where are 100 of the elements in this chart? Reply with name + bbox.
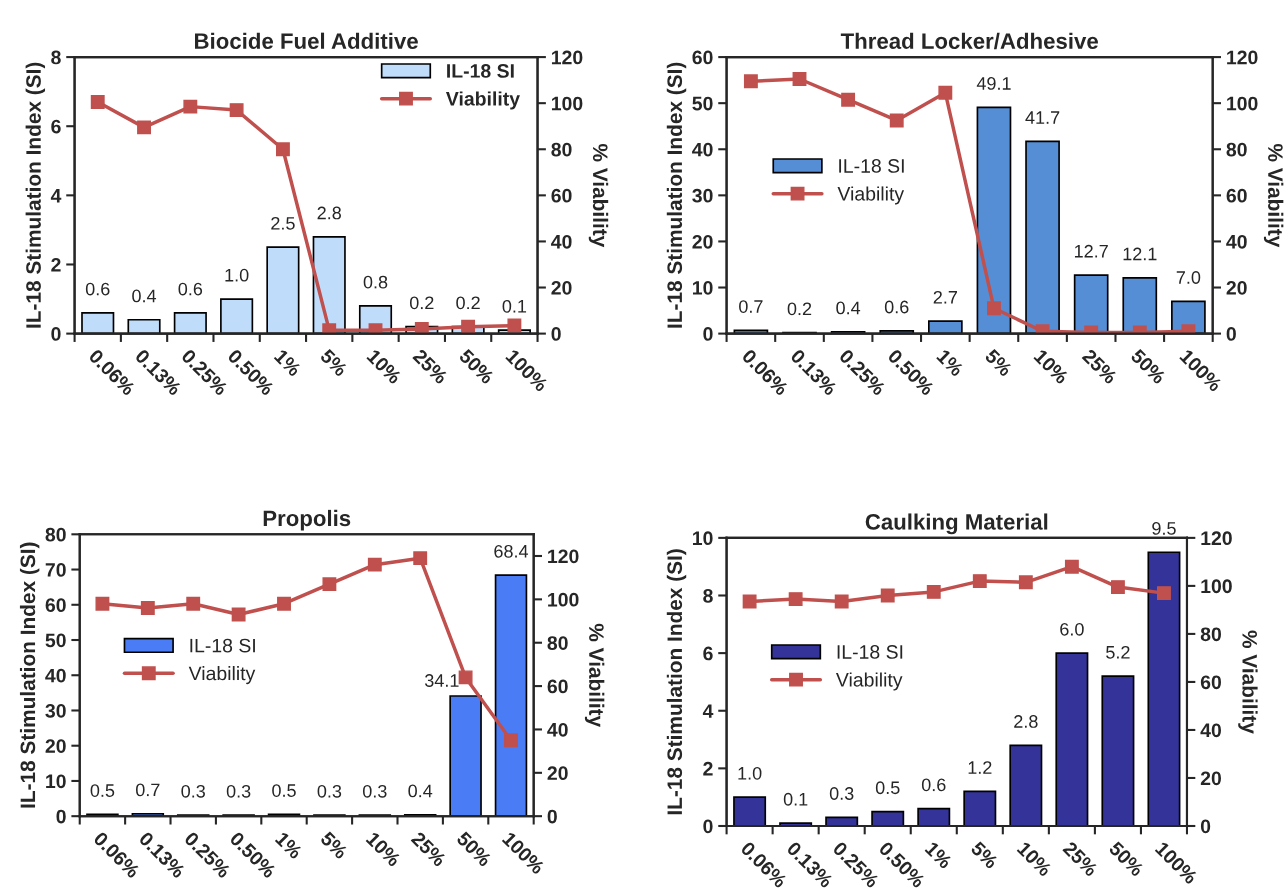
data-label: 2.5 <box>271 216 295 230</box>
y2-tick-label: 120 <box>1227 50 1258 65</box>
y2-tick-label: 40 <box>551 234 572 249</box>
data-label: 0.2 <box>456 296 480 310</box>
data-label: 12.1 <box>1123 247 1157 261</box>
legend-label: IL-18 SI <box>837 645 903 659</box>
data-label: 68.4 <box>494 544 529 558</box>
legend-label: Viability <box>445 91 520 110</box>
y-tick-label: 6 <box>51 119 61 134</box>
x-tick-label: 10% <box>1016 841 1053 878</box>
data-label: 0.4 <box>408 784 433 798</box>
data-label: 0.3 <box>829 787 854 800</box>
data-label: 0.3 <box>226 784 251 798</box>
x-tick-label: 5% <box>319 830 349 860</box>
y-tick-label: 20 <box>45 739 66 753</box>
chart-title: Caulking Material <box>865 513 1048 535</box>
y-tick-label: 80 <box>45 527 66 542</box>
data-label: 49.1 <box>976 77 1011 90</box>
y2-tick-label: 0 <box>547 809 557 824</box>
data-label: 1.2 <box>968 761 992 774</box>
data-label: 12.7 <box>1074 244 1108 258</box>
y-tick-label: 60 <box>692 50 713 65</box>
data-label: 41.7 <box>1025 111 1060 124</box>
data-label: 1.0 <box>225 268 249 282</box>
data-label: 0.5 <box>875 781 900 795</box>
y2-tick-label: 0 <box>1200 819 1211 834</box>
y2-tick-label: 100 <box>551 96 583 111</box>
data-label: 0.3 <box>181 784 205 798</box>
data-label: 0.5 <box>272 784 296 797</box>
x-tick-label: 1% <box>273 348 303 378</box>
y-axis-title: IL-18 Stimulation Index (SI) <box>666 62 687 328</box>
y-tick-label: 50 <box>45 633 66 648</box>
y2-axis-title: % Viability <box>1238 630 1258 734</box>
y-tick-label: 30 <box>692 188 713 203</box>
data-label: 0.5 <box>90 784 115 797</box>
y2-tick-label: 40 <box>547 722 568 737</box>
data-label: 0.6 <box>921 778 946 792</box>
y-tick-label: 10 <box>692 531 713 546</box>
data-label: 2.8 <box>1014 715 1038 728</box>
data-label: 0.6 <box>85 282 110 296</box>
y2-tick-label: 60 <box>551 188 572 203</box>
data-label: 0.8 <box>363 275 388 289</box>
y2-tick-label: 120 <box>1201 531 1232 546</box>
y-tick-label: 0 <box>56 809 66 824</box>
data-label: 0.3 <box>362 784 387 798</box>
y2-axis-title: % Viability <box>588 143 609 248</box>
y2-tick-label: 60 <box>547 679 568 694</box>
chart-title: Biocide Fuel Additive <box>195 32 418 49</box>
data-label: 6.0 <box>1060 622 1084 636</box>
y2-tick-label: 80 <box>551 142 572 157</box>
data-label: 9.5 <box>1152 522 1176 535</box>
y2-tick-label: 100 <box>548 592 579 607</box>
data-label: 0.2 <box>787 302 812 316</box>
data-label: 0.2 <box>409 296 434 310</box>
legend-label: IL-18 SI <box>839 159 904 173</box>
data-label: 2.8 <box>317 206 341 220</box>
y-tick-label: 40 <box>692 142 713 157</box>
data-label: 0.1 <box>783 792 808 806</box>
x-tick-label: 10% <box>365 831 402 868</box>
y2-tick-label: 20 <box>551 280 572 295</box>
y2-tick-label: 0 <box>1226 327 1236 341</box>
y-axis-title: IL-18 Stimulation Index (SI) <box>25 62 46 328</box>
y2-tick-label: 100 <box>1227 96 1258 111</box>
y-axis-title: IL-18 Stimulation Index (SI) <box>666 549 687 815</box>
legend-label: IL-18 SI <box>190 638 255 653</box>
x-tick-label: 5% <box>319 348 349 378</box>
x-tick-label: 5% <box>984 348 1014 378</box>
y2-tick-label: 80 <box>1200 627 1221 642</box>
y2-tick-label: 120 <box>548 549 579 564</box>
y2-tick-label: 80 <box>1226 142 1247 157</box>
legend-label: Viability <box>188 666 256 685</box>
chart-title: Thread Locker/Adhesive <box>840 32 1098 50</box>
y2-tick-label: 120 <box>551 50 583 65</box>
y2-tick-label: 20 <box>1200 771 1221 786</box>
y-axis-title: IL-18 Stimulation Index (SI) <box>19 542 40 808</box>
legend-label: Viability <box>837 186 905 205</box>
data-label: 0.6 <box>884 300 909 314</box>
data-label: 0.7 <box>135 783 160 797</box>
data-label: 34.1 <box>424 674 459 687</box>
y-tick-label: 4 <box>702 704 714 718</box>
y-tick-label: 4 <box>50 189 62 203</box>
data-label: 5.2 <box>1106 645 1130 659</box>
y2-tick-label: 80 <box>547 636 568 650</box>
y-tick-label: 10 <box>692 280 713 295</box>
x-tick-label: 1% <box>936 348 965 378</box>
y2-tick-label: 20 <box>1226 280 1247 295</box>
y-tick-label: 50 <box>692 96 713 111</box>
y-tick-label: 2 <box>51 257 61 272</box>
chart-title: Propolis <box>263 509 351 531</box>
y-tick-label: 0 <box>703 819 713 834</box>
y-tick-label: 0 <box>703 327 713 341</box>
legend-label: IL-18 SI <box>447 64 514 78</box>
y2-tick-label: 0 <box>551 327 561 341</box>
data-label: 2.7 <box>933 290 957 304</box>
y-tick-label: 40 <box>45 668 66 683</box>
y2-tick-label: 40 <box>1226 234 1247 249</box>
data-label: 1.0 <box>738 766 762 780</box>
data-label: 0.4 <box>132 289 157 303</box>
y-tick-label: 30 <box>45 703 66 718</box>
data-label: 0.7 <box>739 300 763 313</box>
